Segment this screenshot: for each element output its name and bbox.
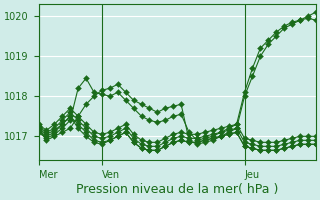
X-axis label: Pression niveau de la mer( hPa ): Pression niveau de la mer( hPa ) bbox=[76, 183, 278, 196]
